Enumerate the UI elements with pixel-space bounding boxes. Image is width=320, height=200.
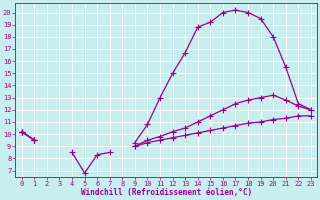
X-axis label: Windchill (Refroidissement éolien,°C): Windchill (Refroidissement éolien,°C) <box>81 188 252 197</box>
